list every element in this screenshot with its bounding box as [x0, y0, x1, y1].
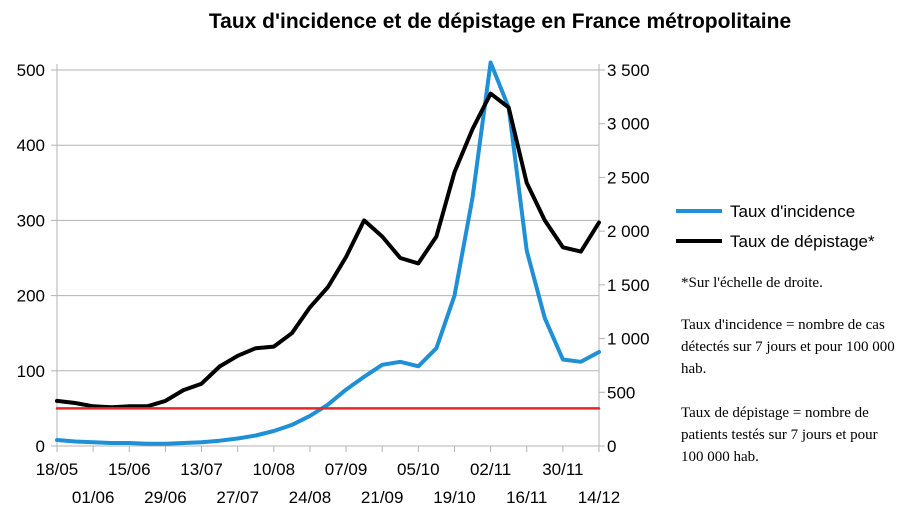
axes [56, 64, 600, 447]
x-tick-label-lower: 14/12 [578, 488, 621, 507]
left-tick-label: 300 [17, 211, 45, 230]
right-tick-label: 2 500 [607, 168, 650, 187]
legend-label: Taux d'incidence [730, 202, 855, 221]
right-tick-label: 0 [607, 437, 616, 456]
series-line-depistage [55, 91, 601, 410]
note-incidence-definition: Taux d'incidence = nombre de cas détecté… [681, 317, 895, 377]
x-axis-ticks: 18/05 15/06 13/07 10/08 07/09 05/10 02/11 30/11… [36, 446, 621, 507]
note-scale: *Sur l'échelle de droite. [681, 275, 823, 291]
x-tick-label-lower: 24/08 [289, 488, 332, 507]
x-tick-label-upper: 30/11 [542, 460, 583, 479]
x-tick-label-upper: 05/10 [397, 460, 440, 479]
x-tick-label-lower: 29/06 [144, 488, 187, 507]
right-tick-label: 500 [607, 383, 635, 402]
notes: *Sur l'échelle de droite. Taux d'inciden… [681, 272, 896, 490]
right-axis-ticks: 0 500 1 000 1 500 2 000 2 500 3 000 3 500 [599, 61, 650, 456]
x-tick-label-upper: 18/05 [36, 460, 79, 479]
legend: Taux d'incidence Taux de dépistage* [676, 202, 875, 251]
right-tick-label: 1 000 [607, 330, 650, 349]
series-layer [55, 60, 601, 446]
x-tick-label-lower: 27/07 [216, 488, 259, 507]
x-tick-label-upper: 15/06 [108, 460, 151, 479]
left-tick-label: 500 [17, 61, 45, 80]
left-tick-label: 0 [36, 437, 45, 456]
x-tick-label-upper: 10/08 [253, 460, 296, 479]
right-tick-label: 1 500 [607, 276, 650, 295]
x-tick-label-lower: 19/10 [433, 488, 476, 507]
gridlines [57, 69, 599, 372]
right-tick-label: 2 000 [607, 222, 650, 241]
left-tick-label: 100 [17, 362, 45, 381]
right-tick-label: 3 500 [607, 61, 650, 80]
left-axis-ticks: 0 100 200 300 400 500 [17, 61, 57, 456]
x-tick-label-lower: 16/11 [506, 488, 547, 507]
chart-title: Taux d'incidence et de dépistage en Fran… [209, 10, 791, 33]
x-tick-label-upper: 02/11 [470, 460, 511, 479]
right-tick-label: 3 000 [607, 115, 650, 134]
x-tick-label-upper: 07/09 [325, 460, 368, 479]
x-tick-label-lower: 01/06 [72, 488, 115, 507]
note-screening-definition: Taux de dépistage = nombre de patients t… [681, 405, 878, 465]
left-tick-label: 400 [17, 136, 45, 155]
x-tick-label-lower: 21/09 [361, 488, 404, 507]
left-tick-label: 200 [17, 287, 45, 306]
legend-label: Taux de dépistage* [730, 232, 875, 251]
series-line-incidence [55, 60, 601, 446]
x-tick-label-upper: 13/07 [180, 460, 223, 479]
